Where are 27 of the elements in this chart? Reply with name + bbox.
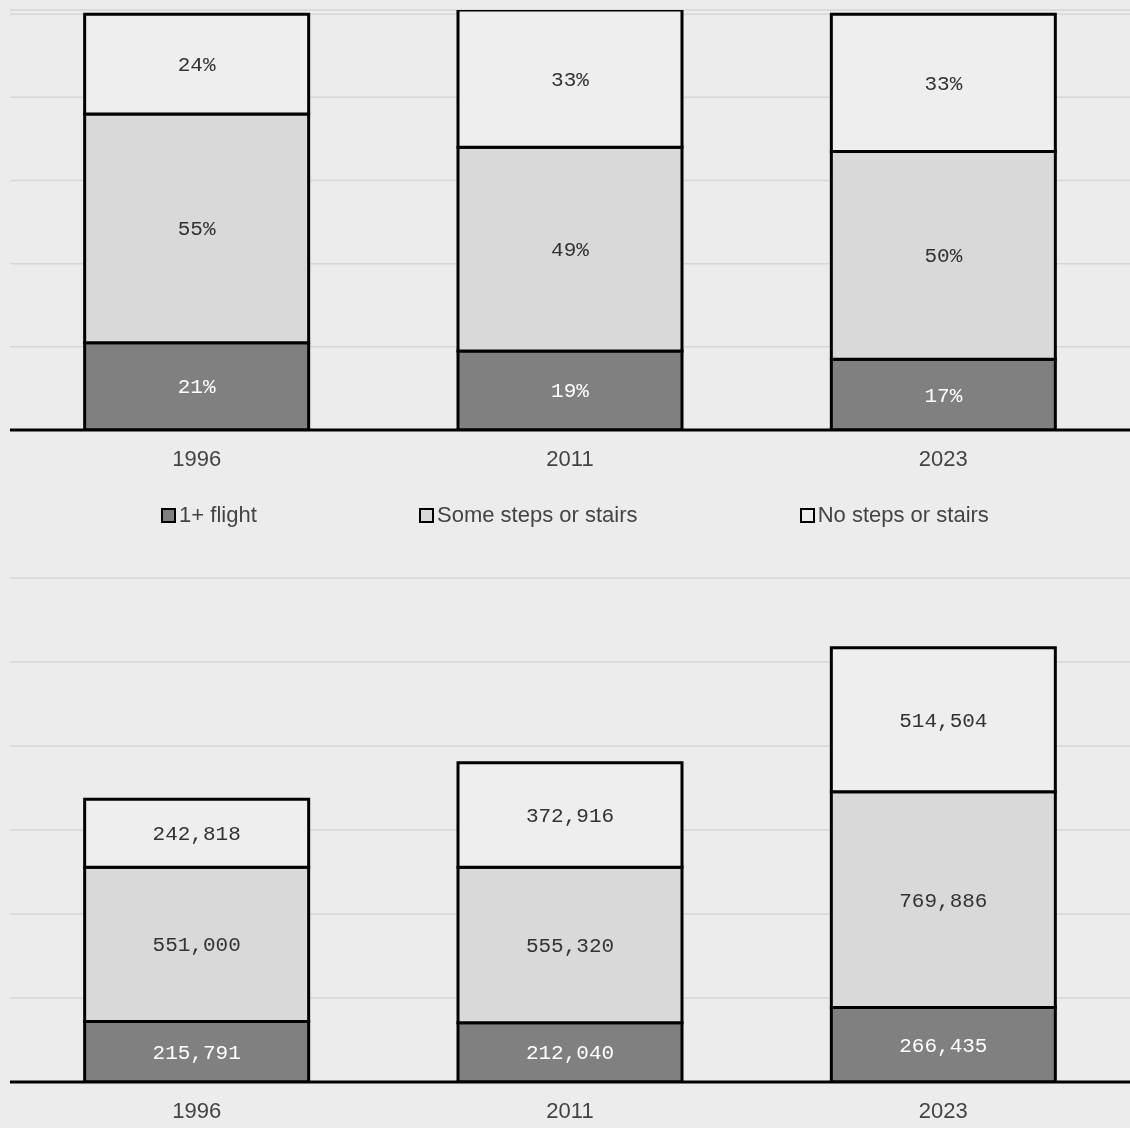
data-label: 551,000 [152, 934, 241, 958]
data-label: 49% [551, 239, 590, 263]
data-label: 555,320 [525, 934, 615, 958]
data-label: 17% [924, 384, 963, 408]
data-label: 242,818 [152, 823, 241, 847]
legend-label: Some steps or stairs [436, 502, 638, 528]
data-label: 33% [551, 68, 590, 92]
data-label: 19% [551, 380, 590, 404]
data-label: 215,791 [152, 1041, 241, 1065]
legend-label: No steps or stairs [817, 502, 989, 528]
x-tick-label: 1996 [172, 1097, 222, 1123]
data-label: 55% [177, 218, 216, 242]
data-label: 769,886 [899, 889, 988, 913]
data-label: 33% [924, 72, 963, 96]
data-label: 21% [177, 376, 216, 400]
data-label: 24% [177, 54, 216, 78]
legend-label: 1+ flight [179, 502, 257, 528]
data-label: 372,916 [525, 804, 615, 828]
x-tick-label: 2011 [546, 445, 594, 471]
data-label: 266,435 [899, 1034, 988, 1058]
data-label: 212,040 [525, 1042, 615, 1066]
x-tick-label: 2023 [918, 445, 968, 471]
x-tick-label: 1996 [172, 445, 222, 471]
data-label: 50% [924, 245, 963, 269]
data-label: 514,504 [899, 709, 988, 733]
x-tick-label: 2011 [546, 1097, 594, 1123]
x-tick-label: 2023 [918, 1097, 968, 1123]
